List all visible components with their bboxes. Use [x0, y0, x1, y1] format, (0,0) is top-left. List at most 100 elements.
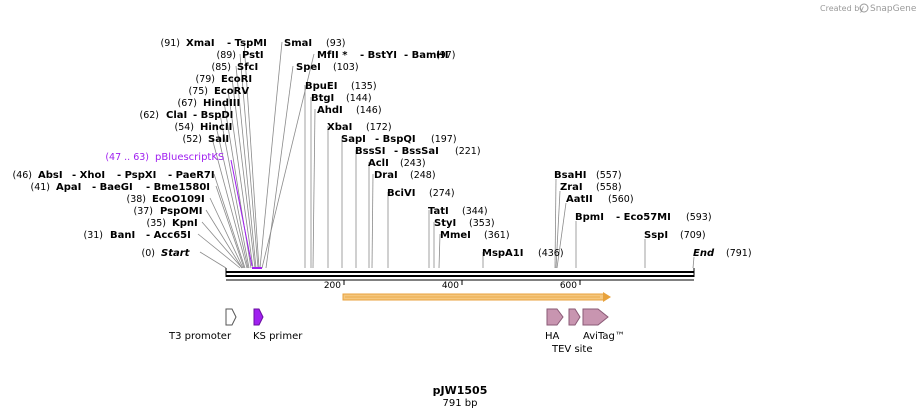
primer-binding-site: (47 .. 63) pBluescriptKS — [105, 152, 224, 163]
site-hincII: (54) HincII — [174, 122, 232, 133]
svg-text:- XhoI: - XhoI — [72, 170, 105, 181]
site-bsaHI: BsaHI (557) — [554, 170, 622, 181]
svg-text:AatII: AatII — [566, 194, 593, 205]
site-pstI: (89) PstI — [216, 50, 263, 61]
tag-arrow-icon — [546, 308, 564, 326]
svg-text:(172): (172) — [366, 122, 392, 133]
svg-text:(353): (353) — [469, 218, 495, 229]
svg-text:(558): (558) — [596, 182, 622, 193]
svg-text:(274): (274) — [429, 188, 455, 199]
svg-text:MspA1I: MspA1I — [482, 248, 523, 259]
svg-text:(135): (135) — [351, 81, 377, 92]
ruler-tick-label: 600 — [560, 281, 577, 291]
credit-brand: SnapGene — [870, 4, 917, 14]
svg-text:AclI: AclI — [368, 158, 389, 169]
svg-text:ClaI: ClaI — [166, 110, 187, 121]
svg-text:(67): (67) — [177, 98, 197, 109]
site-bpuEI: BpuEI (135) — [305, 81, 377, 92]
svg-text:(54): (54) — [174, 122, 194, 133]
site-mmeI: MmeI (361) — [440, 230, 510, 241]
svg-text:(91): (91) — [160, 38, 180, 49]
svg-text:(93): (93) — [326, 38, 346, 49]
svg-text:- BamHI: - BamHI — [404, 50, 449, 61]
svg-text:(593): (593) — [686, 212, 712, 223]
site-bciVI: BciVI (274) — [387, 188, 455, 199]
svg-text:(243): (243) — [400, 158, 426, 169]
svg-text:(144): (144) — [346, 93, 372, 104]
feature-avitag: AviTag™ — [582, 308, 625, 342]
svg-text:(221): (221) — [455, 146, 481, 157]
svg-text:PspOMI: PspOMI — [160, 206, 202, 217]
svg-text:- BspQI: - BspQI — [375, 134, 416, 145]
site-ahdI: AhdI (146) — [317, 105, 382, 116]
svg-text:(146): (146) — [356, 105, 382, 116]
feature-ha: HA — [545, 308, 564, 342]
feature-label: TEV site — [551, 344, 593, 355]
orf-arrow — [342, 292, 611, 302]
site-xmaI-tspMI: (91) XmaI - TspMI — [160, 38, 266, 49]
sequence-start: (0) Start — [142, 248, 191, 259]
svg-text:(344): (344) — [462, 206, 488, 217]
site-leader-lines — [197, 41, 695, 269]
svg-text:(97): (97) — [436, 50, 456, 61]
svg-text:(52): (52) — [182, 134, 202, 145]
svg-text:BtgI: BtgI — [311, 93, 334, 104]
svg-text:BciVI: BciVI — [387, 188, 415, 199]
svg-text:XmaI: XmaI — [186, 38, 215, 49]
site-ecoO109I: (38) EcoO109I — [126, 194, 204, 205]
svg-text:TatI: TatI — [428, 206, 449, 217]
svg-text:- PaeR7I: - PaeR7I — [168, 170, 215, 181]
svg-text:HindIII: HindIII — [203, 98, 240, 109]
svg-text:EcoRV: EcoRV — [214, 86, 249, 97]
left-site-labels: (91) XmaI - TspMI (89) PstI (85) SfcI (7… — [12, 38, 266, 259]
svg-text:(248): (248) — [410, 170, 436, 181]
site-bpmI-eco57MI: BpmI - Eco57MI (593) — [575, 212, 712, 223]
site-bssSI-bssSaI: BssSI - BssSaI (221) — [355, 146, 481, 157]
svg-text:(38): (38) — [126, 194, 146, 205]
svg-text:(197): (197) — [431, 134, 457, 145]
promoter-arrow-icon — [225, 308, 237, 326]
feature-label: HA — [545, 331, 560, 342]
site-mflI-bstYI-bamHI: MfII * - BstYI - BamHI (97) — [317, 50, 456, 61]
svg-text:End: End — [693, 248, 715, 259]
svg-text:BsaHI: BsaHI — [554, 170, 586, 181]
svg-text:(62): (62) — [139, 110, 159, 121]
svg-text:MmeI: MmeI — [440, 230, 471, 241]
svg-text:(103): (103) — [333, 62, 359, 73]
feature-t3-promoter: T3 promoter — [168, 308, 237, 342]
plasmid-length: 791 bp — [443, 398, 478, 409]
svg-text:BanI: BanI — [110, 230, 135, 241]
svg-text:Start: Start — [161, 248, 191, 259]
site-ecoRI: (79) EcoRI — [195, 74, 252, 85]
site-tatI: TatI (344) — [428, 206, 488, 217]
svg-text:(75): (75) — [188, 86, 208, 97]
site-smaI: SmaI (93) — [284, 38, 346, 49]
svg-text:PstI: PstI — [242, 50, 264, 61]
site-sfcI: (85) SfcI — [211, 62, 258, 73]
svg-text:- TspMI: - TspMI — [227, 38, 267, 49]
svg-text:(709): (709) — [680, 230, 706, 241]
feature-ks-primer: KS primer — [253, 308, 303, 342]
site-aatII: AatII (560) — [566, 194, 634, 205]
svg-text:XbaI: XbaI — [327, 122, 352, 133]
svg-text:(791): (791) — [726, 248, 752, 259]
svg-text:ApaI: ApaI — [56, 182, 81, 193]
svg-text:- Acc65I: - Acc65I — [146, 230, 191, 241]
right-site-labels: SmaI (93) MfII * - BstYI - BamHI (97) Sp… — [284, 38, 752, 259]
feature-tev-site: TEV site — [551, 308, 593, 355]
site-btgI: BtgI (144) — [311, 93, 372, 104]
svg-text:(41): (41) — [30, 182, 50, 193]
site-zraI: ZraI (558) — [560, 182, 622, 193]
site-aclI: AclI (243) — [368, 158, 426, 169]
svg-text:(31): (31) — [83, 230, 103, 241]
svg-text:(35): (35) — [146, 218, 166, 229]
svg-text:- Bme1580I: - Bme1580I — [146, 182, 210, 193]
svg-text:pBluescriptKS: pBluescriptKS — [155, 152, 224, 163]
svg-text:- BaeGI: - BaeGI — [92, 182, 133, 193]
site-claI-bspDI: (62) ClaI - BspDI — [139, 110, 233, 121]
svg-text:(436): (436) — [538, 248, 564, 259]
tag-arrow-icon — [582, 308, 609, 326]
svg-text:MfII *: MfII * — [317, 50, 348, 61]
site-xbaI: XbaI (172) — [327, 122, 392, 133]
